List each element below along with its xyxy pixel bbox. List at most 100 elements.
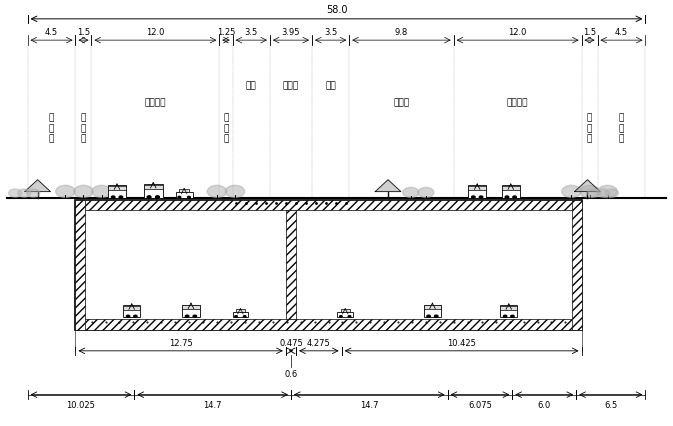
Text: 0.475: 0.475 xyxy=(279,338,303,347)
Text: 天窗: 天窗 xyxy=(325,81,336,90)
Bar xyxy=(501,305,517,317)
Circle shape xyxy=(244,316,246,317)
Bar xyxy=(572,200,581,330)
Text: 0.6: 0.6 xyxy=(284,369,297,378)
Circle shape xyxy=(225,186,245,198)
Circle shape xyxy=(56,186,75,198)
Text: 10.025: 10.025 xyxy=(67,400,96,409)
Bar xyxy=(501,306,517,310)
Text: 维化带: 维化带 xyxy=(283,81,299,90)
Text: 58.0: 58.0 xyxy=(326,5,347,15)
Text: 天窗: 天窗 xyxy=(246,81,256,90)
Circle shape xyxy=(472,196,475,199)
Bar xyxy=(341,309,349,312)
Circle shape xyxy=(588,190,600,198)
Circle shape xyxy=(513,196,516,199)
Bar xyxy=(502,187,520,190)
Circle shape xyxy=(580,186,599,198)
Bar xyxy=(75,200,581,330)
Circle shape xyxy=(505,196,509,199)
Circle shape xyxy=(185,315,189,318)
Bar xyxy=(75,200,581,211)
Text: 1.5: 1.5 xyxy=(77,28,90,37)
Text: 12.0: 12.0 xyxy=(146,28,165,37)
Bar xyxy=(75,319,581,330)
Bar xyxy=(123,305,140,317)
Circle shape xyxy=(119,196,122,199)
Text: 3.95: 3.95 xyxy=(282,28,300,37)
Text: 维化带: 维化带 xyxy=(394,98,410,107)
Circle shape xyxy=(418,188,434,198)
Bar xyxy=(468,187,486,190)
Circle shape xyxy=(479,196,483,199)
Text: 10.425: 10.425 xyxy=(447,338,476,347)
Text: 4.275: 4.275 xyxy=(307,338,330,347)
Text: 6.5: 6.5 xyxy=(604,400,617,409)
Text: 维
化
带: 维 化 带 xyxy=(81,113,86,143)
Bar xyxy=(182,306,200,309)
Circle shape xyxy=(92,186,111,198)
Circle shape xyxy=(503,316,507,318)
Bar xyxy=(502,186,520,198)
Circle shape xyxy=(435,315,438,318)
Polygon shape xyxy=(25,180,50,192)
Circle shape xyxy=(27,190,40,198)
Bar xyxy=(176,193,192,198)
Text: 6.0: 6.0 xyxy=(538,400,551,409)
Polygon shape xyxy=(575,180,600,192)
Bar xyxy=(75,200,85,330)
Circle shape xyxy=(606,190,618,198)
Bar xyxy=(286,211,296,319)
Text: 维
化
带: 维 化 带 xyxy=(223,113,229,143)
Circle shape xyxy=(188,197,190,199)
Circle shape xyxy=(178,197,181,199)
Circle shape xyxy=(235,316,238,317)
Circle shape xyxy=(427,315,430,318)
Bar xyxy=(233,312,248,317)
Text: 人
行
道: 人 行 道 xyxy=(618,113,624,143)
Text: 14.7: 14.7 xyxy=(203,400,222,409)
Bar xyxy=(143,185,163,198)
Text: 1.5: 1.5 xyxy=(583,28,596,37)
Text: 1.25: 1.25 xyxy=(217,28,235,37)
Bar xyxy=(108,186,126,198)
Text: 维
化
带: 维 化 带 xyxy=(587,113,592,143)
Text: 机动车道: 机动车道 xyxy=(507,98,528,107)
Text: 机动车道: 机动车道 xyxy=(145,98,166,107)
Circle shape xyxy=(147,196,151,199)
Circle shape xyxy=(17,190,31,198)
Text: 3.5: 3.5 xyxy=(245,28,258,37)
Circle shape xyxy=(596,190,610,198)
Circle shape xyxy=(562,186,581,198)
Circle shape xyxy=(127,316,130,318)
Text: 12.0: 12.0 xyxy=(508,28,527,37)
Text: 14.7: 14.7 xyxy=(360,400,378,409)
Circle shape xyxy=(402,188,419,198)
Circle shape xyxy=(598,186,617,198)
Circle shape xyxy=(74,186,93,198)
Bar xyxy=(424,306,441,309)
Circle shape xyxy=(340,316,342,317)
Polygon shape xyxy=(375,180,401,192)
Bar xyxy=(180,189,189,193)
Text: 6.075: 6.075 xyxy=(468,400,492,409)
Bar xyxy=(143,186,163,190)
Bar xyxy=(337,312,353,317)
Text: 12.75: 12.75 xyxy=(169,338,192,347)
Text: 4.5: 4.5 xyxy=(45,28,58,37)
Circle shape xyxy=(207,186,227,198)
Text: 3.5: 3.5 xyxy=(324,28,337,37)
Bar xyxy=(424,305,441,317)
Circle shape xyxy=(348,316,351,317)
Circle shape xyxy=(9,190,22,198)
Circle shape xyxy=(112,196,115,199)
Bar xyxy=(236,309,245,312)
Circle shape xyxy=(134,316,137,318)
Bar xyxy=(182,305,200,317)
Text: 4.5: 4.5 xyxy=(615,28,628,37)
Circle shape xyxy=(155,196,160,199)
Circle shape xyxy=(511,316,514,318)
Bar xyxy=(108,187,126,190)
Text: 人
行
道: 人 行 道 xyxy=(49,113,55,143)
Text: 9.8: 9.8 xyxy=(395,28,408,37)
